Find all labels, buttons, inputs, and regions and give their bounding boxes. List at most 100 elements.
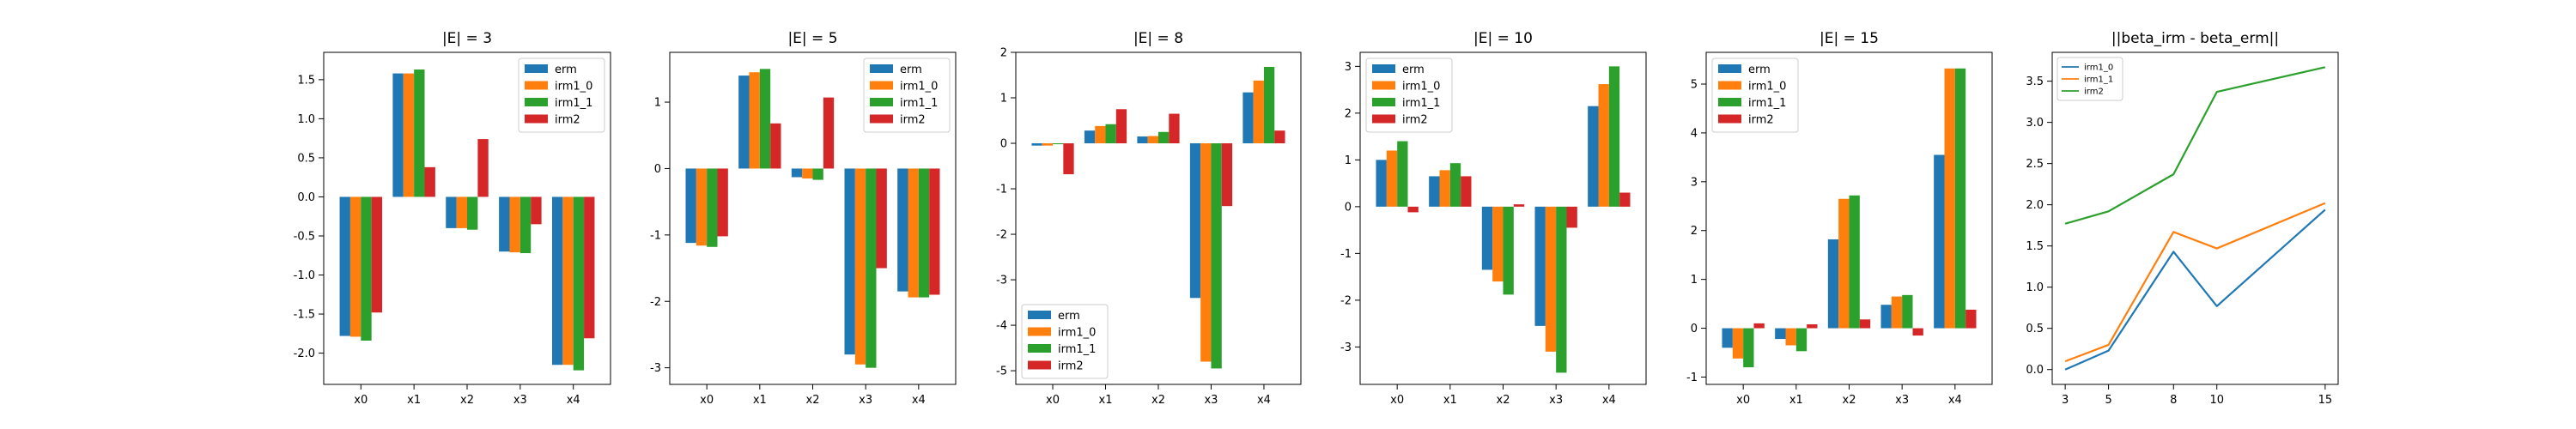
bar-irm1_1-x1 [1105,124,1116,144]
y-tick-label: 2 [1000,47,1007,60]
y-tick-label: -1 [1340,248,1352,261]
legend-swatch-erm [525,64,548,73]
y-tick-label: 0 [1345,201,1352,214]
bar-irm1_0-x1 [1095,125,1106,144]
x-tick-label: x4 [1948,394,1962,407]
y-tick-label: 0.0 [297,191,315,204]
chart-panel-3: |E| = 10 -3 -2 -1 0 1 2 3 x0 x1 x2 x3 x4 erm irm1_0irm… [1340,30,1647,407]
y-tick-label: 0.5 [297,152,315,165]
bar-irm1_0-x3 [509,196,520,253]
bar-irm2-x3 [876,168,887,269]
legend-label-erm: erm [1058,310,1080,323]
bar-erm-x0 [1722,328,1733,348]
x-tick-label: x1 [1789,394,1803,407]
y-tick-label: 5 [1691,78,1698,91]
bar-irm2-x3 [1566,206,1577,228]
axes-frame [669,51,957,385]
bar-erm-x2 [446,196,457,228]
y-tick-label: -3 [996,275,1007,287]
bar-irm1_1-x3 [1902,294,1913,329]
y-tick-label: 0 [654,163,661,176]
bar-irm2-x0 [1753,323,1765,329]
legend-swatch-erm [1372,64,1395,73]
legend-label-irm1_1: irm1_1 [1058,343,1096,356]
line-irm2 [2064,66,2326,225]
legend-frame [1711,57,1799,133]
legend: erm irm1_0 irm1_1 irm2 [863,57,951,133]
bar-irm1_1-x4 [1263,66,1275,144]
legend-label-irm1_1: irm1_1 [555,97,592,110]
bar-irm1_1-x1 [414,69,425,197]
axes-frame [1705,51,1993,385]
bar-irm1_1-x0 [707,168,718,247]
legend-label-irm1_1: irm1_1 [1402,97,1440,110]
y-tick-label: -2 [1340,294,1352,307]
legend-swatch-irm1_0 [870,81,893,90]
bar-irm2-x4 [584,196,595,339]
x-tick-label: x4 [1257,394,1271,407]
chart-panel-4: |E| = 15 -1 0 1 2 3 4 5 x0 x1 x2 x3 x4 erm irm1_0 irm1_… [1686,30,1993,407]
y-tick-label: 1 [1345,154,1352,167]
bar-irm1_1-x4 [1954,68,1966,329]
legend-label-irm2: irm2 [555,114,580,127]
bar-irm2-x0 [371,196,383,313]
bar-erm-x2 [1137,136,1148,144]
bar-irm2-x4 [1274,130,1285,144]
legend-frame [1365,57,1453,133]
legend: erm irm1_0 irm1_1 irm2 [518,57,605,133]
x-tick-label: x2 [806,394,820,407]
x-tick-label: 15 [2318,394,2333,407]
bar-irm2-x1 [1461,176,1472,207]
legend-label-irm2: irm2 [1058,360,1084,373]
legend-frame [518,57,605,133]
legend-label-irm1_0: irm1_0 [900,81,938,94]
y-tick-label: -4 [996,320,1007,333]
bar-irm1_1-x1 [1795,328,1807,352]
bar-erm-x4 [897,168,908,292]
x-tick-label: x2 [1151,394,1165,407]
y-tick-label: 0.5 [2026,323,2044,335]
legend-swatch-irm1_0 [525,81,548,90]
bar-irm2-x1 [1115,109,1127,144]
bar-irm1_0-x1 [749,72,760,169]
legend-label-erm: erm [555,63,577,76]
bar-erm-x3 [1189,143,1201,299]
y-tick-label: -1 [650,229,661,242]
bar-irm1_0-x1 [1785,328,1796,346]
x-tick-label: x2 [460,394,474,407]
bar-irm2-x2 [823,97,835,169]
y-tick-label: 1.0 [297,113,315,126]
bar-irm1_1-x2 [812,168,823,180]
bar-erm-x3 [499,196,510,252]
legend: irm1_0 irm1_1 irm2 [2057,57,2123,101]
bar-erm-x4 [1588,106,1599,207]
legend-swatch-irm1_0 [1372,81,1395,90]
bar-irm2-x4 [1965,309,1977,329]
chart-title: |E| = 5 [787,30,837,47]
bar-irm1_0-x2 [802,168,813,179]
bar-irm1_1-x2 [1849,195,1860,329]
legend-swatch-irm1_1 [870,98,893,106]
x-tick-label: x3 [1895,394,1909,407]
bar-irm1_1-x4 [1608,66,1620,207]
legend-swatch-irm1_1 [1372,98,1395,106]
bar-erm-x4 [551,196,563,366]
bar-irm2-x4 [1619,192,1631,207]
y-tick-label: -5 [996,366,1007,378]
y-tick-label: -1.5 [294,309,315,322]
bar-irm1_0-x4 [908,168,919,298]
line-irm1_1 [2064,202,2326,363]
bar-erm-x2 [791,168,803,178]
bar-irm1_1-x0 [361,196,372,341]
bar-irm2-x3 [1221,143,1233,207]
y-tick-label: 2 [1691,225,1698,238]
y-tick-label: 3.0 [2026,117,2044,130]
bar-irm1_0-x1 [403,73,415,197]
bar-irm2-x3 [531,196,542,225]
bar-irm1_1-x2 [1158,131,1170,144]
bar-irm1_1-x0 [1397,141,1408,207]
legend-label-erm: erm [900,63,922,76]
y-tick-label: 0.0 [2026,364,2044,377]
y-tick-label: 1.0 [2026,281,2044,294]
chart-title: |E| = 15 [1820,30,1879,47]
